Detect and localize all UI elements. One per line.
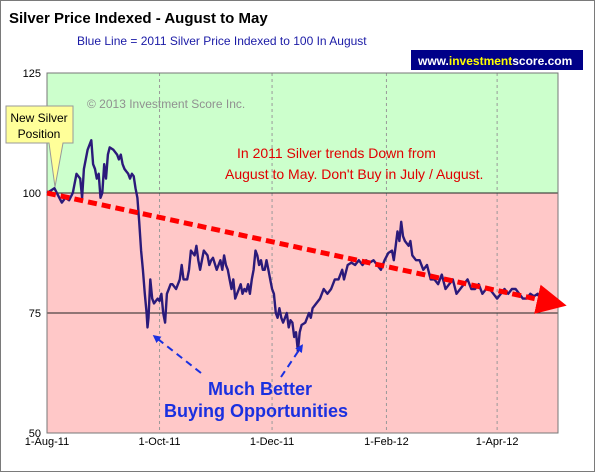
brand-url-suffix: score.com (512, 54, 572, 68)
plot-area: 50 75 100 125 1-Aug-11 1-Oct-11 1-Dec-11 1-Feb-… (23, 68, 567, 448)
y-tick-label-75: 75 (29, 308, 41, 320)
series-line-0 (46, 138, 550, 353)
callout-line-2: Position (18, 127, 61, 141)
opportunity-arrow-1 (280, 344, 304, 378)
brand-url: www.investmentscore.com (417, 54, 572, 68)
x-tick-label-4: 1-Apr-12 (476, 436, 519, 448)
copyright-note: © 2013 Investment Score Inc. (87, 97, 245, 111)
x-tick-label-2: 1-Dec-11 (250, 436, 294, 448)
callout-bubble (5, 105, 74, 188)
chart-subtitle: Blue Line = 2011 Silver Price Indexed to… (77, 34, 367, 48)
plot-border (46, 72, 559, 434)
brand-badge: www.investmentscore.com (411, 50, 583, 70)
y-tick-label-100: 100 (23, 188, 41, 200)
x-tick-label-1: 1-Oct-11 (139, 436, 181, 448)
brand-url-prefix: www. (417, 54, 449, 68)
x-tick-label-0: 1-Aug-11 (25, 436, 69, 448)
chart-title: Silver Price Indexed - August to May (9, 10, 268, 27)
y-tick-label-125: 125 (23, 68, 41, 80)
opportunity-note-line-1: Much Better (208, 379, 312, 399)
y-tick-label-50: 50 (29, 428, 41, 440)
trend-arrow (46, 190, 567, 314)
opportunity-arrow-0 (152, 334, 202, 374)
trend-note-line-1: In 2011 Silver trends Down from (237, 145, 436, 161)
x-tick-label-3: 1-Feb-12 (364, 436, 409, 448)
opportunity-note-line-2: Buying Opportunities (164, 401, 348, 421)
callout-line-1: New Silver (10, 111, 67, 125)
new-position-callout: New Silver Position (5, 105, 74, 188)
brand-url-highlight: investment (449, 54, 512, 68)
brand-badge-bg (411, 50, 583, 70)
trend-note-line-2: August to May. Don't Buy in July / Augus… (225, 166, 483, 182)
